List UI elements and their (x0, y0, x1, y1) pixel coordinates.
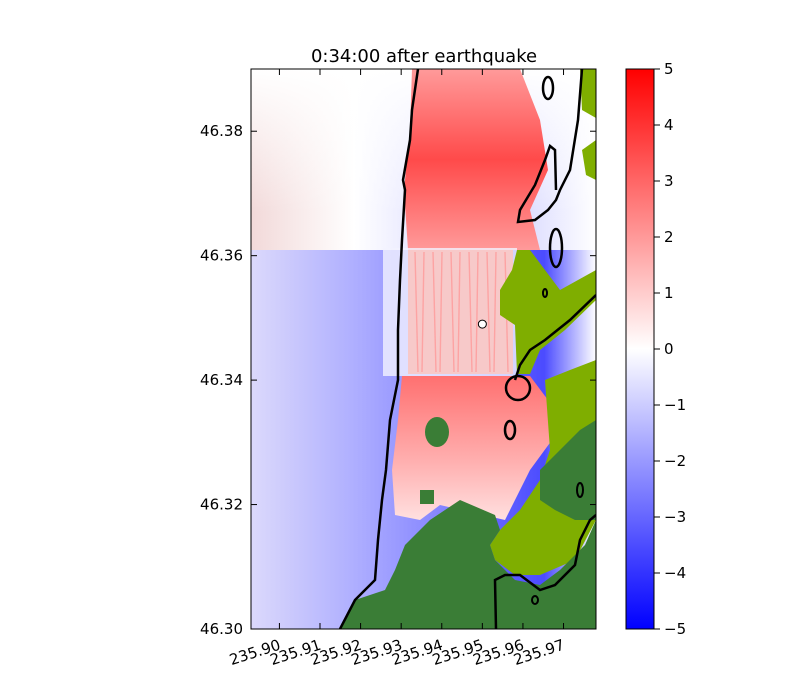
fine-grid-streaks (414, 251, 509, 373)
contour-loop-5 (542, 288, 548, 298)
colorbar-tick-label: 3 (664, 172, 674, 190)
y-tick-label: 46.36 (200, 247, 243, 265)
dry-land-low-south (490, 360, 596, 575)
colorbar-axis: −5 −4 −3 −2 −1 0 1 2 3 4 5 (654, 60, 686, 638)
colorbar-tick-label: 0 (664, 340, 674, 358)
y-tick-label: 46.38 (200, 122, 243, 140)
colorbar-tick-label: −1 (664, 396, 686, 414)
contour-loop-2 (548, 227, 564, 269)
colorbar-tick-label: 2 (664, 228, 674, 246)
inundation-south (392, 376, 552, 520)
dry-land-forest-south (251, 500, 596, 629)
y-axis: 46.30 46.32 46.34 46.36 46.38 (200, 122, 596, 638)
y-tick-label: 46.34 (200, 371, 243, 389)
contour-loop-1 (541, 75, 555, 101)
colorbar-tick-label: 5 (664, 60, 674, 78)
colorbar-tick-label: 4 (664, 116, 674, 134)
east-contour-2 (513, 294, 596, 381)
colorbar (625, 68, 655, 630)
contour-loop-6 (576, 482, 584, 498)
colorbar-tick-label: −3 (664, 508, 686, 526)
colorbar-tick-label: −5 (664, 620, 686, 638)
gauge-marker (477, 319, 487, 329)
south-contour (493, 514, 596, 629)
colorbar-tick-label: −4 (664, 564, 686, 582)
colorbar-tick-label: 1 (664, 284, 674, 302)
dry-land-island (425, 417, 449, 447)
y-tick-label: 46.32 (200, 496, 243, 514)
dry-land-high-east (500, 69, 596, 374)
plot-area (251, 69, 596, 629)
east-contour-1 (516, 69, 584, 224)
shoreline-contour (338, 69, 420, 629)
dry-land-patch (420, 490, 434, 504)
colorbar-tick-label: −2 (664, 452, 686, 470)
contour-loop-7 (531, 595, 539, 605)
plot-frame (250, 68, 597, 630)
contour-loop-4 (503, 419, 517, 441)
chart-title: 0:34:00 after earthquake (311, 46, 537, 67)
contour-loop-3 (504, 374, 532, 402)
y-tick-label: 46.30 (200, 620, 243, 638)
inundation-north (404, 69, 548, 250)
